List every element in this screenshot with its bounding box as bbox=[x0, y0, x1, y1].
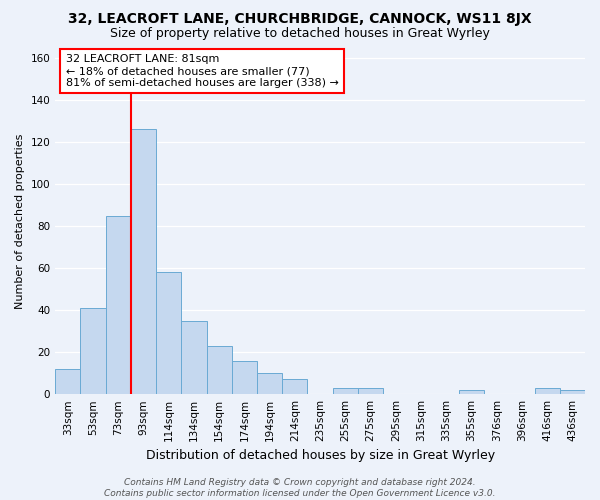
Y-axis label: Number of detached properties: Number of detached properties bbox=[15, 133, 25, 308]
Text: Contains HM Land Registry data © Crown copyright and database right 2024.
Contai: Contains HM Land Registry data © Crown c… bbox=[104, 478, 496, 498]
Bar bbox=[560, 390, 585, 394]
Bar bbox=[181, 320, 206, 394]
Text: 32, LEACROFT LANE, CHURCHBRIDGE, CANNOCK, WS11 8JX: 32, LEACROFT LANE, CHURCHBRIDGE, CANNOCK… bbox=[68, 12, 532, 26]
Bar bbox=[535, 388, 560, 394]
Bar bbox=[131, 130, 156, 394]
Bar bbox=[459, 390, 484, 394]
Bar bbox=[55, 369, 80, 394]
Bar bbox=[80, 308, 106, 394]
Bar bbox=[282, 380, 307, 394]
Bar bbox=[206, 346, 232, 394]
X-axis label: Distribution of detached houses by size in Great Wyrley: Distribution of detached houses by size … bbox=[146, 450, 494, 462]
Bar bbox=[332, 388, 358, 394]
Text: 32 LEACROFT LANE: 81sqm
← 18% of detached houses are smaller (77)
81% of semi-de: 32 LEACROFT LANE: 81sqm ← 18% of detache… bbox=[66, 54, 338, 88]
Bar bbox=[232, 360, 257, 394]
Bar bbox=[156, 272, 181, 394]
Bar bbox=[106, 216, 131, 394]
Text: Size of property relative to detached houses in Great Wyrley: Size of property relative to detached ho… bbox=[110, 28, 490, 40]
Bar bbox=[257, 373, 282, 394]
Bar bbox=[358, 388, 383, 394]
